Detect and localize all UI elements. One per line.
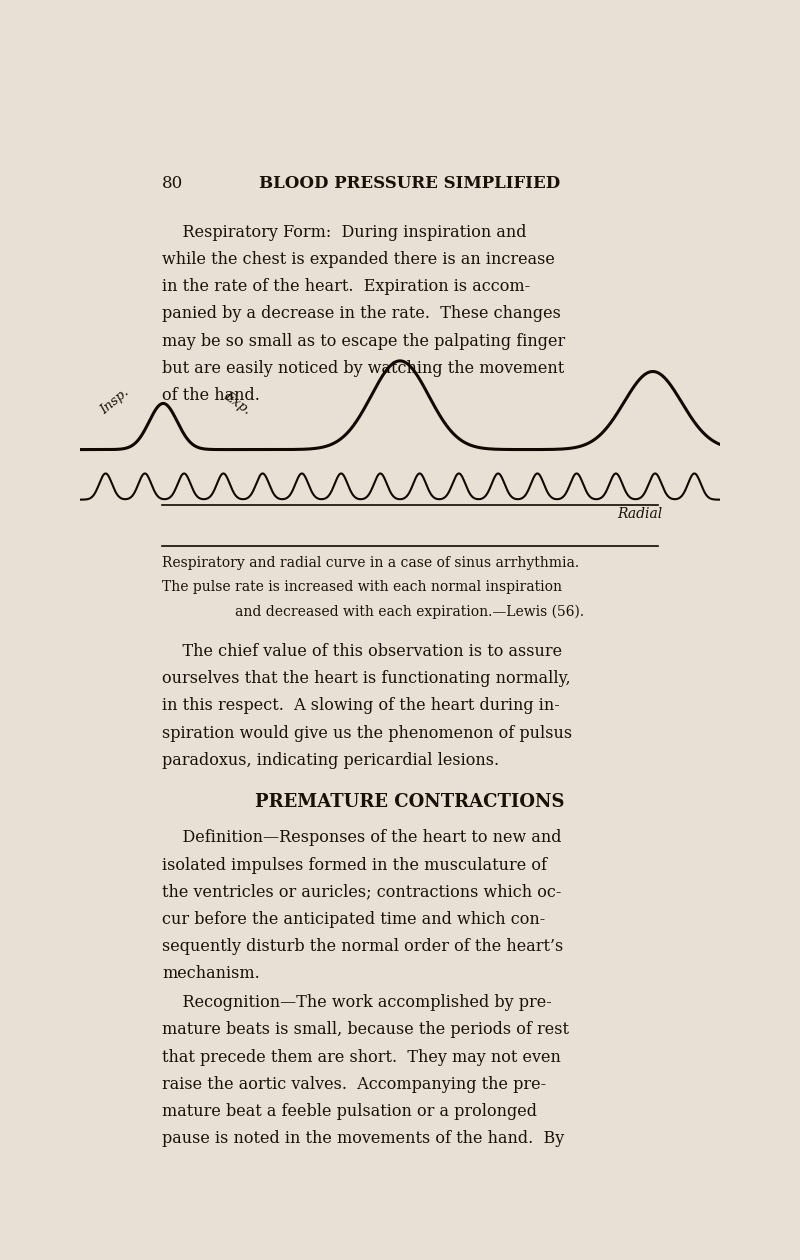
Text: may be so small as to escape the palpating finger: may be so small as to escape the palpati…	[162, 333, 566, 349]
Text: 80: 80	[162, 175, 183, 193]
Text: BLOOD PRESSURE SIMPLIFIED: BLOOD PRESSURE SIMPLIFIED	[259, 175, 561, 193]
Text: the ventricles or auricles; contractions which oc-: the ventricles or auricles; contractions…	[162, 883, 562, 901]
Text: of the hand.: of the hand.	[162, 387, 260, 404]
Text: Recognition—The work accomplished by pre-: Recognition—The work accomplished by pre…	[162, 994, 552, 1012]
Text: The chief value of this observation is to assure: The chief value of this observation is t…	[162, 643, 562, 660]
Text: mature beat a feeble pulsation or a prolonged: mature beat a feeble pulsation or a prol…	[162, 1102, 537, 1120]
Text: mechanism.: mechanism.	[162, 965, 260, 983]
Text: paradoxus, indicating pericardial lesions.: paradoxus, indicating pericardial lesion…	[162, 752, 499, 769]
Text: in this respect.  A slowing of the heart during in-: in this respect. A slowing of the heart …	[162, 698, 560, 714]
Text: panied by a decrease in the rate.  These changes: panied by a decrease in the rate. These …	[162, 305, 561, 323]
Text: spiration would give us the phenomenon of pulsus: spiration would give us the phenomenon o…	[162, 724, 572, 742]
Text: while the chest is expanded there is an increase: while the chest is expanded there is an …	[162, 251, 555, 268]
Text: Exp.: Exp.	[221, 389, 253, 417]
Text: The pulse rate is increased with each normal inspiration: The pulse rate is increased with each no…	[162, 580, 562, 593]
Text: Radial: Radial	[618, 508, 663, 522]
Text: and decreased with each expiration.—Lewis (56).: and decreased with each expiration.—Lewi…	[235, 605, 585, 619]
Text: cur before the anticipated time and which con-: cur before the anticipated time and whic…	[162, 911, 546, 927]
Text: raise the aortic valves.  Accompanying the pre-: raise the aortic valves. Accompanying th…	[162, 1076, 546, 1092]
Text: Definition—Responses of the heart to new and: Definition—Responses of the heart to new…	[162, 829, 562, 847]
Text: isolated impulses formed in the musculature of: isolated impulses formed in the musculat…	[162, 857, 547, 873]
Text: Respiratory and radial curve in a case of sinus arrhythmia.: Respiratory and radial curve in a case o…	[162, 556, 579, 570]
Text: Insp.: Insp.	[98, 386, 132, 417]
Text: Respiratory Form:  During inspiration and: Respiratory Form: During inspiration and	[162, 224, 526, 241]
Text: ourselves that the heart is functionating normally,: ourselves that the heart is functionatin…	[162, 670, 570, 687]
Text: pause is noted in the movements of the hand.  By: pause is noted in the movements of the h…	[162, 1130, 564, 1147]
Text: mature beats is small, because the periods of rest: mature beats is small, because the perio…	[162, 1022, 569, 1038]
Text: but are easily noticed by watching the movement: but are easily noticed by watching the m…	[162, 360, 564, 377]
Text: in the rate of the heart.  Expiration is accom-: in the rate of the heart. Expiration is …	[162, 278, 530, 295]
Text: PREMATURE CONTRACTIONS: PREMATURE CONTRACTIONS	[255, 793, 565, 810]
Text: that precede them are short.  They may not even: that precede them are short. They may no…	[162, 1048, 561, 1066]
Text: sequently disturb the normal order of the heart’s: sequently disturb the normal order of th…	[162, 937, 563, 955]
